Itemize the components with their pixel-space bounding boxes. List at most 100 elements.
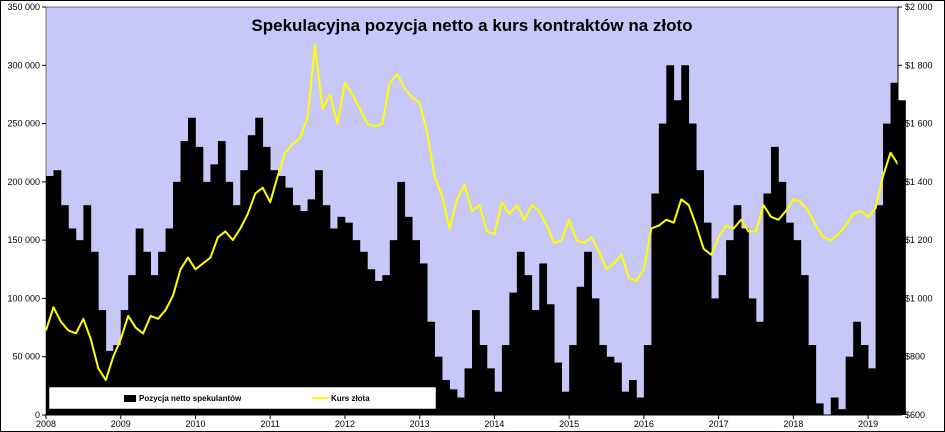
- bar: [472, 310, 480, 415]
- bar: [232, 205, 241, 415]
- bar: [651, 193, 660, 415]
- bar: [240, 170, 249, 415]
- y-left-tick-label: 50 000: [12, 352, 40, 362]
- bar: [307, 199, 316, 415]
- bar: [105, 350, 114, 415]
- bar: [180, 141, 189, 416]
- bar: [643, 345, 652, 415]
- bar: [322, 205, 331, 415]
- bar: [404, 216, 413, 415]
- bar: [741, 228, 749, 415]
- bar: [434, 356, 443, 415]
- bar: [382, 275, 391, 415]
- bar: [419, 263, 428, 415]
- line-path: [45, 43, 899, 382]
- bar: [427, 321, 435, 415]
- bar: [815, 403, 824, 415]
- x-tick-label: 2016: [634, 419, 654, 429]
- bar: [292, 205, 301, 415]
- y-right-tick-label: $600: [905, 410, 925, 420]
- bar: [135, 228, 144, 415]
- x-tick-label: 2015: [559, 419, 579, 429]
- x-tick-label: 2019: [858, 419, 878, 429]
- bar: [763, 193, 772, 415]
- bar: [516, 251, 525, 415]
- bar: [494, 391, 503, 415]
- bar: [486, 368, 495, 415]
- bar: [46, 176, 54, 415]
- bar: [584, 251, 592, 415]
- bar: [315, 170, 323, 415]
- bar: [359, 251, 368, 415]
- bar: [501, 345, 510, 415]
- bar: [202, 181, 211, 415]
- bar: [591, 298, 600, 415]
- bar: [247, 135, 256, 415]
- bar: [188, 117, 196, 415]
- bar: [457, 397, 465, 415]
- bar: [658, 123, 667, 416]
- bar: [412, 240, 421, 415]
- x-tick-label: 2010: [185, 419, 205, 429]
- bar: [217, 141, 226, 416]
- bar: [374, 280, 383, 415]
- bar: [449, 389, 458, 415]
- bar: [688, 123, 697, 416]
- bar: [614, 362, 622, 415]
- bar: [808, 345, 817, 415]
- bar: [90, 251, 99, 415]
- y-right-tick-label: $1 400: [905, 177, 933, 187]
- y-axis-left: 0 50 000 100 000 150 000 200 000 250 000 300 0…: [7, 2, 46, 420]
- y-left-tick-label: 0: [35, 410, 40, 420]
- bar: [875, 205, 884, 415]
- bar: [569, 345, 577, 415]
- bar: [890, 82, 899, 416]
- bar: [53, 170, 62, 415]
- bar: [666, 65, 675, 416]
- x-axis: 2008 2009 2010 2011 2012 2013 2014 2015 2016 2017…: [36, 415, 878, 429]
- y-left-tick-label: 250 000: [7, 119, 40, 129]
- bar: [120, 310, 129, 415]
- y-left-tick-label: 350 000: [7, 2, 40, 12]
- x-tick-label: 2008: [36, 419, 56, 429]
- bar: [255, 117, 264, 415]
- bar: [389, 240, 398, 415]
- bar: [853, 321, 861, 415]
- x-tick-label: 2018: [783, 419, 803, 429]
- bar: [479, 345, 488, 415]
- bar: [778, 181, 787, 415]
- bar: [546, 304, 555, 415]
- bar: [576, 286, 585, 415]
- bar: [367, 269, 376, 415]
- bar: [68, 228, 77, 415]
- bar: [210, 164, 219, 415]
- bar: [113, 345, 122, 415]
- bar: [277, 176, 286, 415]
- bar: [726, 240, 734, 415]
- y-left-tick-label: 150 000: [7, 235, 40, 245]
- bar: [785, 222, 794, 415]
- bar: [337, 216, 346, 415]
- bar: [330, 228, 338, 415]
- bar-series: [46, 65, 906, 416]
- legend-swatch-bar: [124, 395, 136, 402]
- bar: [606, 356, 615, 415]
- bar: [636, 397, 645, 415]
- x-tick-label: 2017: [709, 419, 729, 429]
- y-left-tick-label: 300 000: [7, 60, 40, 70]
- bar: [524, 275, 533, 415]
- x-tick-label: 2011: [261, 419, 280, 429]
- bar: [300, 211, 308, 415]
- bar: [225, 181, 234, 415]
- y-right-tick-label: $1 000: [905, 293, 933, 303]
- legend-label-line: Kurs złota: [331, 394, 370, 403]
- bar: [599, 345, 607, 415]
- x-tick-label: 2013: [410, 419, 430, 429]
- bar: [270, 170, 279, 415]
- bar: [681, 65, 690, 416]
- bar: [60, 205, 69, 415]
- bar: [770, 146, 779, 415]
- bar: [262, 146, 271, 415]
- bar: [165, 228, 174, 415]
- bar: [195, 146, 204, 415]
